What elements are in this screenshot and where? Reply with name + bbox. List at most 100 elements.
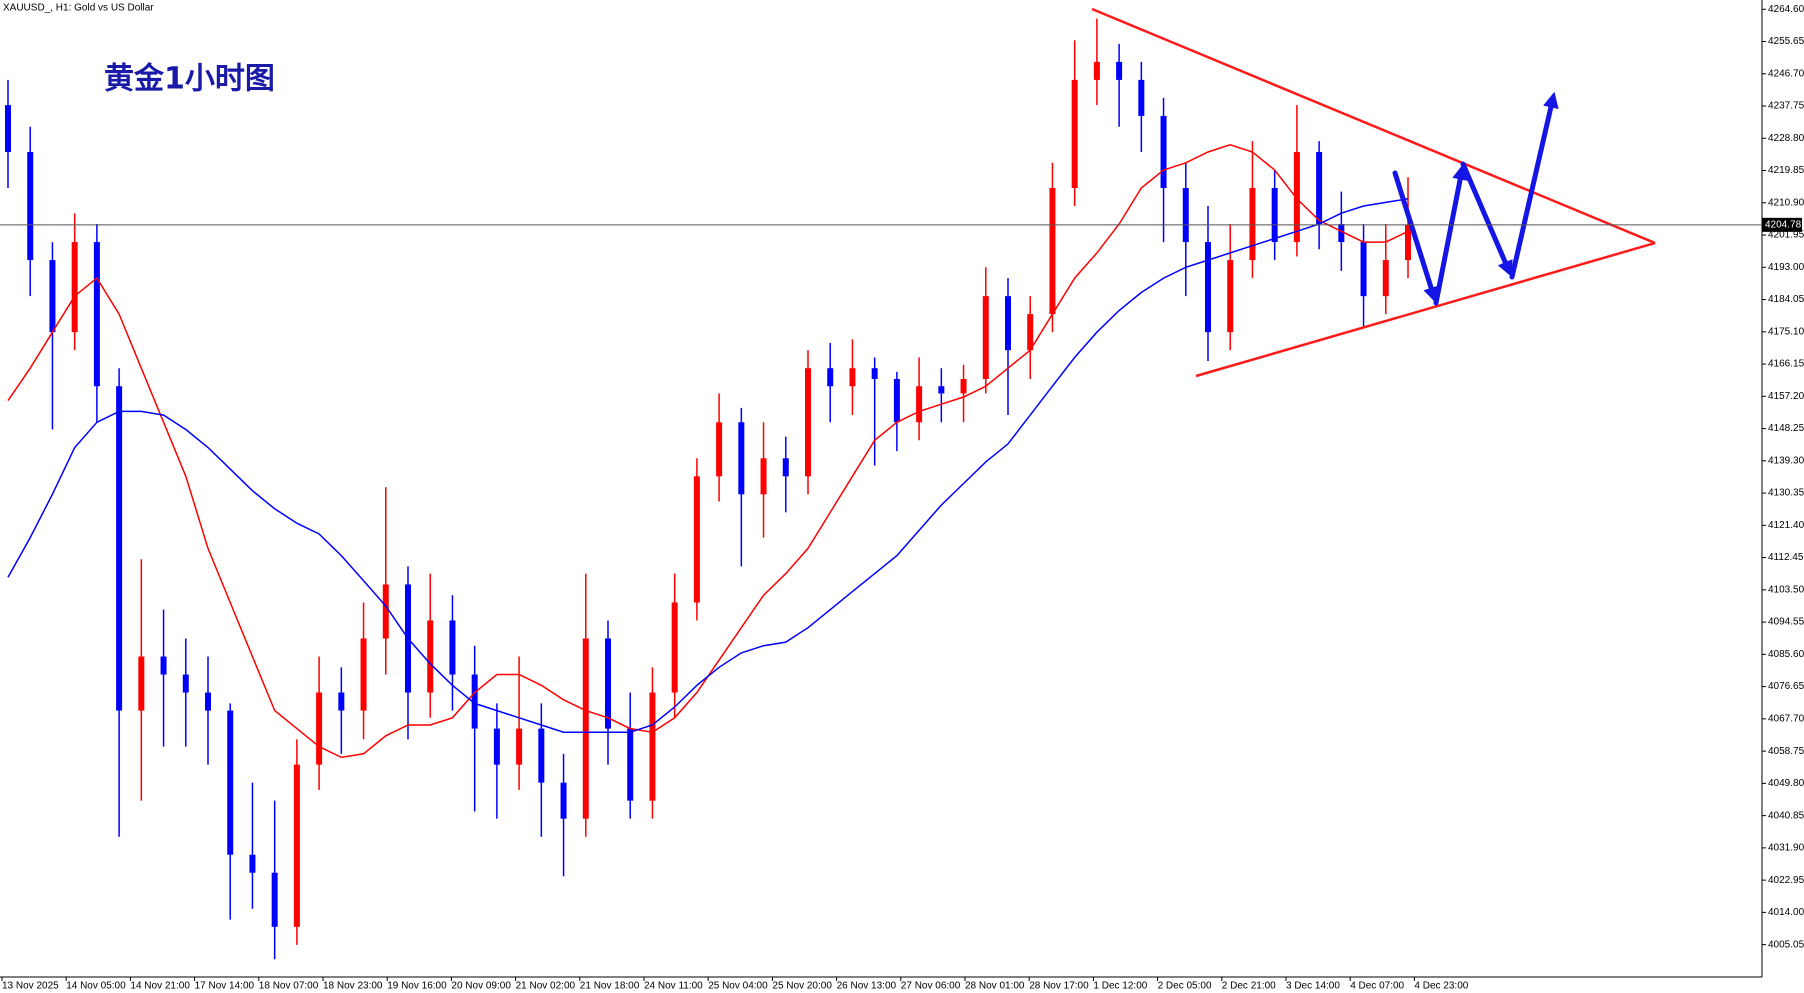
candle-body bbox=[1049, 188, 1056, 315]
y-tick-label: 4031.90 bbox=[1768, 843, 1804, 854]
candle-body bbox=[982, 296, 989, 380]
candle-body bbox=[760, 458, 767, 495]
y-tick-label: 4184.05 bbox=[1768, 294, 1804, 305]
candle-body bbox=[427, 620, 434, 693]
x-tick-label: 18 Nov 23:00 bbox=[323, 981, 383, 992]
x-tick-label: 24 Nov 11:00 bbox=[644, 981, 703, 992]
y-tick-label: 4219.85 bbox=[1768, 165, 1804, 176]
trend-line-upper bbox=[1091, 7, 1656, 245]
candle-body bbox=[227, 710, 234, 855]
arrow-down bbox=[1392, 170, 1439, 304]
candle-body bbox=[360, 638, 367, 711]
x-tick-label: 17 Nov 14:00 bbox=[195, 981, 255, 992]
x-tick-label: 2 Dec 05:00 bbox=[1158, 981, 1212, 992]
arrow-up bbox=[1509, 91, 1559, 280]
candle-body bbox=[538, 728, 545, 783]
y-tick-label: 4058.75 bbox=[1768, 746, 1804, 757]
candle-body bbox=[1316, 151, 1323, 225]
y-tick-label: 4246.70 bbox=[1768, 68, 1804, 79]
chart-annotation: 黄金1小时图 bbox=[104, 62, 275, 97]
x-tick-label: 25 Nov 20:00 bbox=[772, 981, 832, 992]
candle-body bbox=[649, 692, 656, 801]
x-tick-label: 13 Nov 2025 bbox=[2, 981, 59, 992]
x-tick-label: 1 Dec 12:00 bbox=[1093, 981, 1147, 992]
y-tick-label: 4005.05 bbox=[1768, 939, 1804, 950]
candle-body bbox=[338, 692, 345, 711]
candle-body bbox=[805, 368, 811, 477]
candle-body bbox=[71, 242, 78, 333]
candle-body bbox=[960, 379, 967, 394]
x-tick-label: 19 Nov 16:00 bbox=[387, 981, 447, 992]
candle-body bbox=[1227, 260, 1234, 333]
candle-body bbox=[1138, 79, 1145, 116]
candle-body bbox=[916, 386, 923, 423]
y-tick-label: 4228.80 bbox=[1768, 133, 1804, 144]
candle-body bbox=[1293, 151, 1300, 243]
candle-body bbox=[1116, 61, 1123, 80]
candle-body bbox=[1338, 224, 1345, 243]
y-tick-label: 4014.00 bbox=[1768, 907, 1804, 918]
candle-body bbox=[1182, 188, 1189, 243]
candle-body bbox=[893, 379, 900, 423]
candle-body bbox=[605, 638, 611, 729]
candle-body bbox=[138, 656, 145, 711]
candle-body bbox=[382, 584, 389, 639]
candle-body bbox=[782, 458, 789, 477]
candle-body bbox=[493, 728, 500, 765]
triangle-drawing bbox=[1091, 7, 1656, 378]
y-tick-label: 4237.75 bbox=[1768, 101, 1804, 112]
candle-body bbox=[1071, 79, 1078, 189]
x-tick-label: 18 Nov 07:00 bbox=[259, 981, 319, 992]
moving-average-line bbox=[7, 198, 1409, 733]
candle-body bbox=[671, 602, 678, 693]
arrow-down bbox=[1460, 161, 1513, 277]
candle-body bbox=[1005, 296, 1011, 351]
candle-body bbox=[1160, 115, 1167, 189]
candle-body bbox=[1271, 188, 1278, 243]
candle-body bbox=[627, 728, 634, 801]
candle-body bbox=[27, 151, 34, 261]
y-tick-label: 4022.95 bbox=[1768, 875, 1804, 886]
x-tick-label: 3 Dec 14:00 bbox=[1286, 981, 1340, 992]
candle-body bbox=[827, 368, 834, 387]
y-tick-label: 4103.50 bbox=[1768, 584, 1804, 595]
plot-area bbox=[5, 18, 1411, 960]
y-tick-label: 4049.80 bbox=[1768, 778, 1804, 789]
candle-body bbox=[1360, 242, 1367, 297]
x-tick-label: 14 Nov 21:00 bbox=[130, 981, 190, 992]
candle-body bbox=[316, 692, 323, 765]
candle-body bbox=[1249, 188, 1256, 261]
y-tick-label: 4130.35 bbox=[1768, 488, 1804, 499]
candle-body bbox=[849, 368, 856, 387]
candle-body bbox=[716, 422, 723, 477]
candle-body bbox=[116, 386, 123, 711]
candle-body bbox=[449, 620, 456, 675]
y-tick-label: 4094.55 bbox=[1768, 617, 1804, 628]
y-tick-label: 4210.90 bbox=[1768, 197, 1804, 208]
x-tick-label: 2 Dec 21:00 bbox=[1222, 981, 1276, 992]
candle-body bbox=[93, 242, 100, 387]
last-price-label: 4204.78 bbox=[1765, 219, 1802, 230]
candle-body bbox=[249, 854, 256, 873]
y-tick-label: 4139.30 bbox=[1768, 455, 1804, 466]
y-tick-label: 4175.10 bbox=[1768, 326, 1804, 337]
x-tick-label: 28 Nov 17:00 bbox=[1029, 981, 1089, 992]
candle-body bbox=[1027, 314, 1034, 351]
candle-body bbox=[693, 476, 700, 603]
y-tick-label: 4193.00 bbox=[1768, 262, 1804, 273]
y-tick-label: 4076.65 bbox=[1768, 681, 1804, 692]
arrow-up bbox=[1433, 163, 1469, 306]
candle-body bbox=[5, 105, 11, 152]
candle-body bbox=[205, 692, 211, 711]
last-price-box bbox=[1762, 217, 1802, 232]
y-tick-label: 4040.85 bbox=[1768, 810, 1804, 821]
candle-body bbox=[160, 656, 167, 675]
y-tick-label: 4201.95 bbox=[1768, 230, 1804, 241]
candle-body bbox=[738, 422, 745, 495]
candle-body bbox=[1093, 61, 1100, 80]
y-tick-label: 4067.70 bbox=[1768, 713, 1804, 724]
x-tick-label: 21 Nov 02:00 bbox=[516, 981, 576, 992]
x-tick-label: 27 Nov 06:00 bbox=[901, 981, 961, 992]
